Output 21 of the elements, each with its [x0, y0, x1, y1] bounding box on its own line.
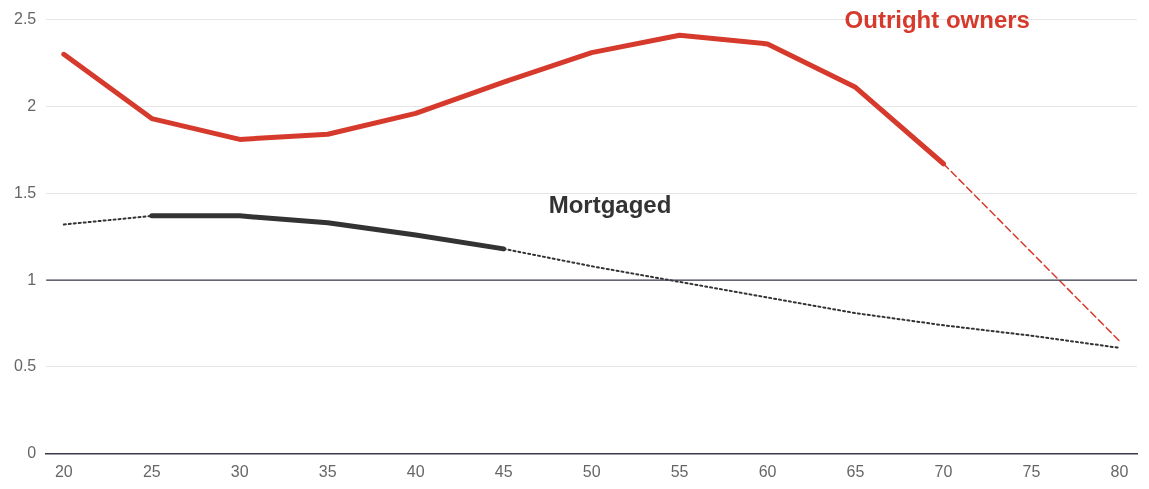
x-tick-label: 25 [142, 462, 161, 480]
y-tick-label: 2.5 [13, 10, 37, 28]
x-tick-label: 30 [230, 462, 249, 480]
y-tick-label: 0.5 [13, 357, 37, 375]
y-tick-label: 1.5 [13, 183, 37, 201]
x-tick-label: 40 [406, 462, 425, 480]
series-label: Outright owners [844, 5, 1030, 33]
x-tick-label: 35 [318, 462, 337, 480]
x-tick-label: 70 [934, 462, 953, 480]
y-tick-label: 2 [27, 96, 37, 114]
x-tick-label: 80 [1110, 462, 1129, 480]
x-tick-label: 60 [758, 462, 777, 480]
x-tick-label: 65 [846, 462, 865, 480]
x-tick-label: 20 [54, 462, 73, 480]
y-tick-label: 0 [27, 444, 37, 462]
text: Mortgaged [548, 191, 672, 219]
x-tick-label: 75 [1022, 462, 1041, 480]
y-tick-label: 1 [27, 270, 37, 288]
x-tick-label: 45 [494, 462, 513, 480]
x-tick-label: 50 [582, 462, 601, 480]
x-tick-label: 55 [670, 462, 689, 480]
